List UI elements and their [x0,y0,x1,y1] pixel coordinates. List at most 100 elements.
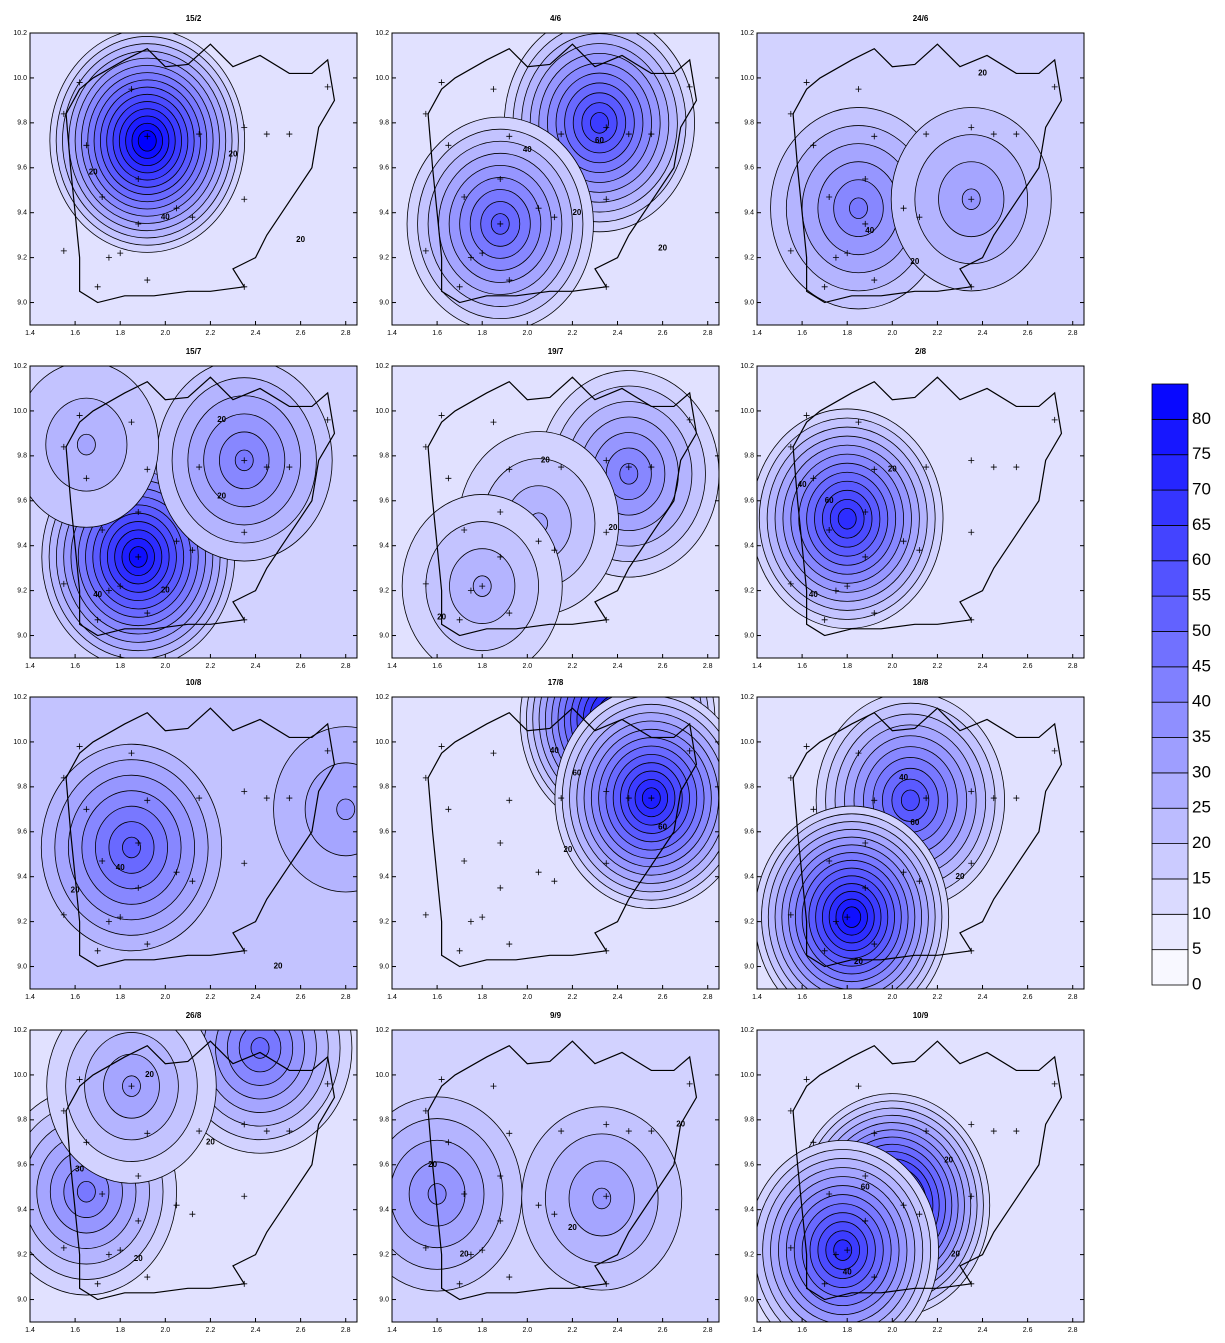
station [456,1280,463,1287]
station [862,1173,869,1179]
station [551,547,558,554]
y-tick-label: 10.0 [13,739,27,746]
y-tick-label: 10.2 [13,363,27,370]
station [422,774,429,781]
boundary [792,707,1063,968]
x-tick-label: 2.8 [1068,330,1078,337]
station [241,788,248,795]
colorbar-box [1151,454,1189,491]
boundary [65,376,336,637]
station [456,616,463,623]
station [105,587,112,594]
station [135,884,142,891]
station [625,131,632,138]
colorbar-box [1151,843,1189,880]
y-tick-label: 9.4 [744,1207,754,1214]
x-tick-label: 2.6 [296,330,306,337]
contour-label: 20 [609,523,618,532]
station [832,918,839,925]
station [821,1280,828,1287]
station [173,869,180,876]
station [871,797,878,804]
x-tick-label: 2.0 [522,994,532,1001]
y-tick-label: 9.6 [379,829,389,836]
station [558,1128,565,1135]
x-tick-label: 2.2 [933,663,943,670]
contour-label: 20 [217,415,226,424]
x-tick-label: 1.8 [477,994,487,1001]
y-tick-label: 10.2 [375,363,389,370]
contour-label: 20 [437,613,446,622]
x-tick-label: 1.8 [842,330,852,337]
x-tick-label: 2.8 [1068,1327,1078,1334]
y-tick-label: 10.2 [740,1027,754,1034]
station [821,947,828,954]
station [787,247,794,254]
y-tick-label: 10.2 [375,1027,389,1034]
station [135,176,142,182]
station [241,1280,248,1287]
y-tick-label: 9.4 [744,210,754,217]
station [826,526,833,533]
x-tick-label: 1.8 [477,1327,487,1334]
station [603,616,610,623]
station [625,795,632,802]
station [461,526,468,533]
station [438,1076,445,1083]
station [263,795,270,802]
station [196,464,203,471]
x-tick-label: 2.8 [703,330,713,337]
station [60,443,67,450]
station [189,547,196,554]
x-tick-label: 1.8 [842,1327,852,1334]
station [83,142,90,149]
station [787,110,794,117]
y-tick-label: 9.6 [744,165,754,172]
station [117,250,124,257]
y-tick-label: 10.2 [375,694,389,701]
y-tick-label: 9.6 [17,498,27,505]
colorbar-box [1151,913,1189,951]
station [144,133,151,140]
station [787,911,794,918]
y-tick-label: 9.0 [744,963,754,970]
station [506,941,513,948]
station [821,283,828,290]
station [968,788,975,795]
colorbar-box [1151,737,1189,774]
station [990,795,997,802]
x-tick-label: 2.6 [1023,994,1033,1001]
x-tick-label: 1.8 [842,994,852,1001]
plot-frame [29,696,358,990]
station [862,220,869,227]
y-tick-label: 9.2 [17,254,27,261]
station [826,1190,833,1197]
x-tick-label: 1.4 [752,994,762,1001]
station [497,840,504,846]
plot-frame [756,696,1085,990]
x-tick-label: 2.2 [568,330,578,337]
station [506,466,513,473]
contour-label: 40 [899,773,908,782]
station [490,750,497,757]
colorbar-label: 65 [1192,515,1211,534]
station [603,1121,610,1128]
boundary [65,1040,336,1301]
x-tick-label: 2.2 [206,663,216,670]
colorbar-label: 75 [1192,444,1211,463]
x-tick-label: 2.6 [296,994,306,1001]
station [625,1128,632,1135]
x-tick-label: 2.0 [160,663,170,670]
colorbar-label: 25 [1192,798,1211,817]
station [467,918,474,925]
colorbar-label: 5 [1192,939,1201,958]
panel-title: 26/8 [186,1011,202,1020]
colorbar-box [1151,560,1189,597]
x-tick-label: 2.2 [933,994,943,1001]
station [445,806,452,813]
x-tick-label: 2.8 [341,1327,351,1334]
station [535,1202,542,1209]
contour-label: 20 [978,69,987,78]
y-tick-label: 10.2 [375,30,389,37]
